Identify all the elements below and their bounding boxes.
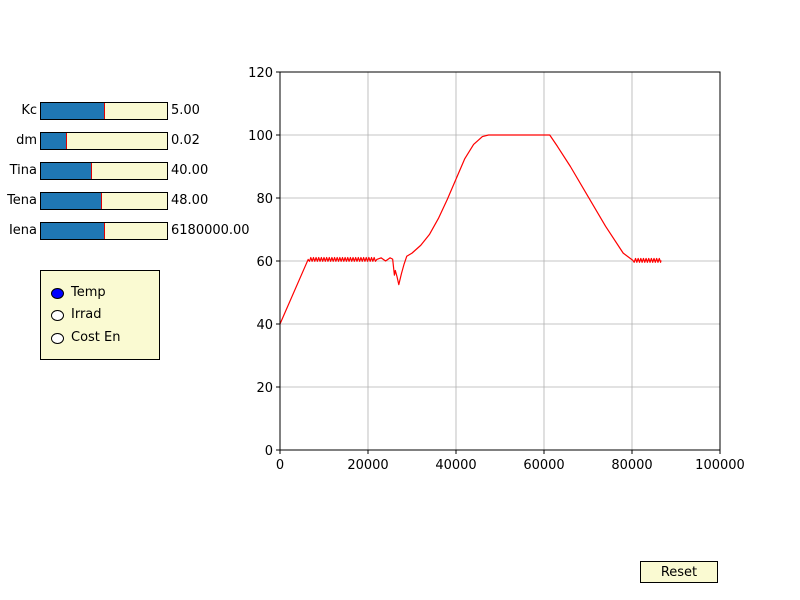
x-tick-label: 40000 [435,458,476,473]
slider-fill [41,163,92,179]
slider-handle[interactable] [101,193,103,209]
slider-label: dm [16,133,37,148]
slider-track[interactable] [40,132,168,150]
slider-label: Iena [8,223,37,238]
radio-circle-icon[interactable] [51,333,64,344]
slider-track[interactable] [40,222,168,240]
radio-circle-icon[interactable] [51,310,64,321]
slider-value: 5.00 [171,103,200,118]
series-line-1 [632,257,662,263]
radio-label: Cost En [71,330,121,345]
reset-button[interactable]: Reset [640,561,718,583]
x-tick-label: 20000 [347,458,388,473]
slider-value: 48.00 [171,193,209,208]
y-tick-label: 120 [248,66,273,81]
slider-fill [41,223,104,239]
slider-kc[interactable]: Kc 5.00 [0,102,270,120]
radio-label: Temp [71,285,106,300]
x-tick-label: 80000 [611,458,652,473]
y-tick-label: 40 [256,318,273,333]
slider-handle[interactable] [91,163,93,179]
mode-radio-group: Temp Irrad Cost En [40,270,160,360]
slider-track[interactable] [40,102,168,120]
slider-label: Tena [7,193,37,208]
tick-layer: 0 20000 40000 60000 80000 100000 0 20 40 60 80 100 1… [248,66,745,473]
radio-cost-en[interactable]: Cost En [51,330,155,348]
y-tick-label: 60 [256,255,273,270]
slider-fill [41,133,67,149]
slider-handle[interactable] [104,103,105,119]
x-tick-label: 60000 [523,458,564,473]
slider-handle[interactable] [66,133,68,149]
x-tick-label: 0 [276,458,284,473]
slider-dm[interactable]: dm 0.02 [0,132,270,150]
slider-fill [41,103,104,119]
slider-value: 6180000.00 [171,223,250,238]
slider-value: 0.02 [171,133,200,148]
radio-label: Irrad [71,307,102,322]
x-tick-label: 100000 [695,458,745,473]
slider-value: 40.00 [171,163,209,178]
slider-label: Tina [9,163,37,178]
slider-label: Kc [21,103,37,118]
y-tick-label: 0 [265,444,273,459]
series-layer [279,134,662,325]
series-line-0 [279,134,634,325]
slider-iena[interactable]: Iena 6180000.00 [0,222,270,240]
slider-handle[interactable] [104,223,105,239]
slider-tena[interactable]: Tena 48.00 [0,192,270,210]
radio-circle-icon[interactable] [51,288,64,299]
y-tick-label: 20 [256,381,273,396]
y-tick-label: 100 [248,129,273,144]
slider-track[interactable] [40,192,168,210]
slider-fill [41,193,102,209]
y-tick-label: 80 [256,192,273,207]
radio-temp[interactable]: Temp [51,285,155,303]
slider-tina[interactable]: Tina 40.00 [0,162,270,180]
slider-track[interactable] [40,162,168,180]
radio-irrad[interactable]: Irrad [51,307,155,325]
